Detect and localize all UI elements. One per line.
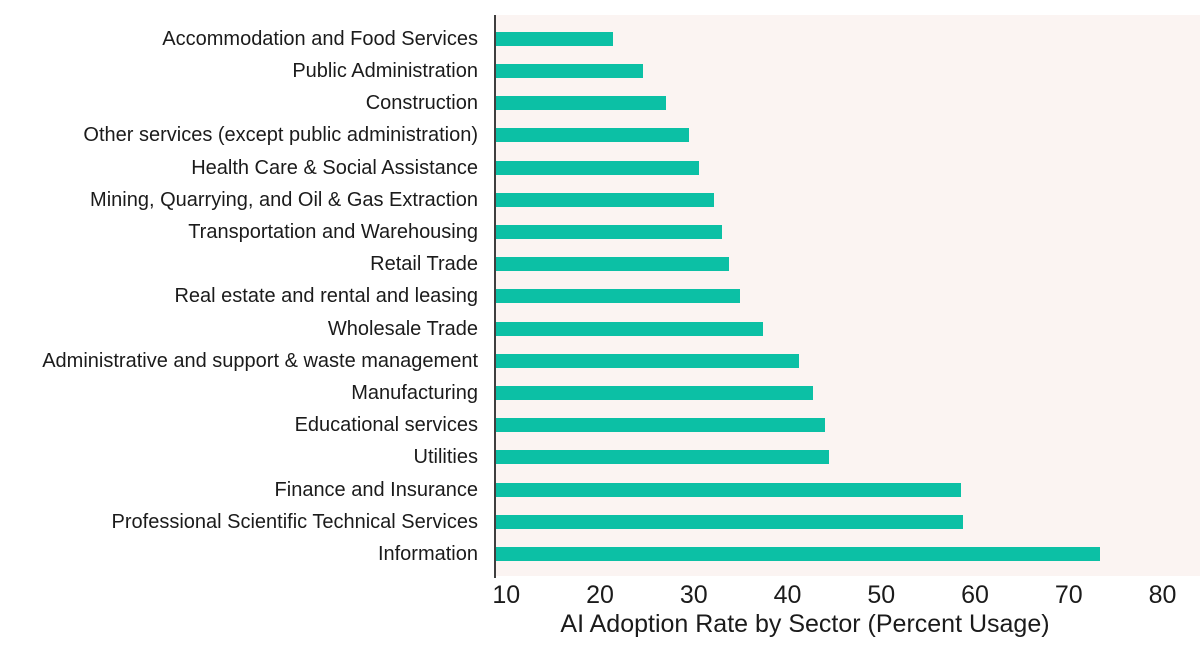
x-tick-label: 50: [867, 581, 896, 609]
category-label: Health Care & Social Assistance: [191, 156, 478, 179]
category-label: Professional Scientific Technical Servic…: [111, 510, 478, 533]
bar: [496, 482, 961, 497]
category-label: Transportation and Warehousing: [188, 221, 478, 243]
bar: [496, 257, 730, 272]
x-tick-label: 70: [1054, 581, 1083, 609]
category-label: Construction: [365, 92, 478, 115]
category-label: Information: [377, 543, 478, 565]
x-tick-label: 20: [586, 581, 614, 609]
bar: [496, 160, 699, 175]
x-tick-label: 80: [1148, 581, 1177, 609]
bar: [496, 128, 690, 143]
category-label: Other services (except public administra…: [83, 124, 478, 147]
x-axis-title: AI Adoption Rate by Sector (Percent Usag…: [560, 610, 1050, 638]
category-label: Real estate and rental and leasing: [174, 285, 478, 308]
bar: [496, 192, 714, 207]
bar: [496, 225, 722, 239]
category-label: Educational services: [294, 414, 478, 437]
y-axis-line: [494, 15, 496, 578]
bar: [496, 321, 764, 336]
bar: [496, 450, 829, 465]
x-tick-label: 40: [773, 581, 802, 609]
bar: [496, 514, 963, 529]
bar: [496, 418, 826, 433]
category-label: Mining, Quarrying, and Oil & Gas Extract…: [90, 188, 478, 211]
bar: [496, 547, 1100, 561]
bar: [496, 96, 666, 111]
category-label: Manufacturing: [351, 382, 478, 404]
bar: [496, 64, 644, 78]
category-label: Wholesale Trade: [327, 317, 478, 340]
bar: [496, 31, 614, 46]
x-tick-label: 30: [679, 581, 708, 609]
x-tick-label: 10: [492, 581, 521, 609]
category-label: Accommodation and Food Services: [162, 27, 478, 50]
category-label: Retail Trade: [370, 253, 478, 276]
category-label: Public Administration: [292, 60, 478, 82]
bar: [496, 353, 799, 368]
bar: [496, 289, 740, 304]
category-label: Finance and Insurance: [274, 478, 478, 501]
category-label: Administrative and support & waste manag…: [42, 349, 478, 372]
bar: [496, 386, 813, 400]
category-label: Utilities: [413, 446, 478, 469]
x-tick-label: 60: [961, 581, 989, 609]
